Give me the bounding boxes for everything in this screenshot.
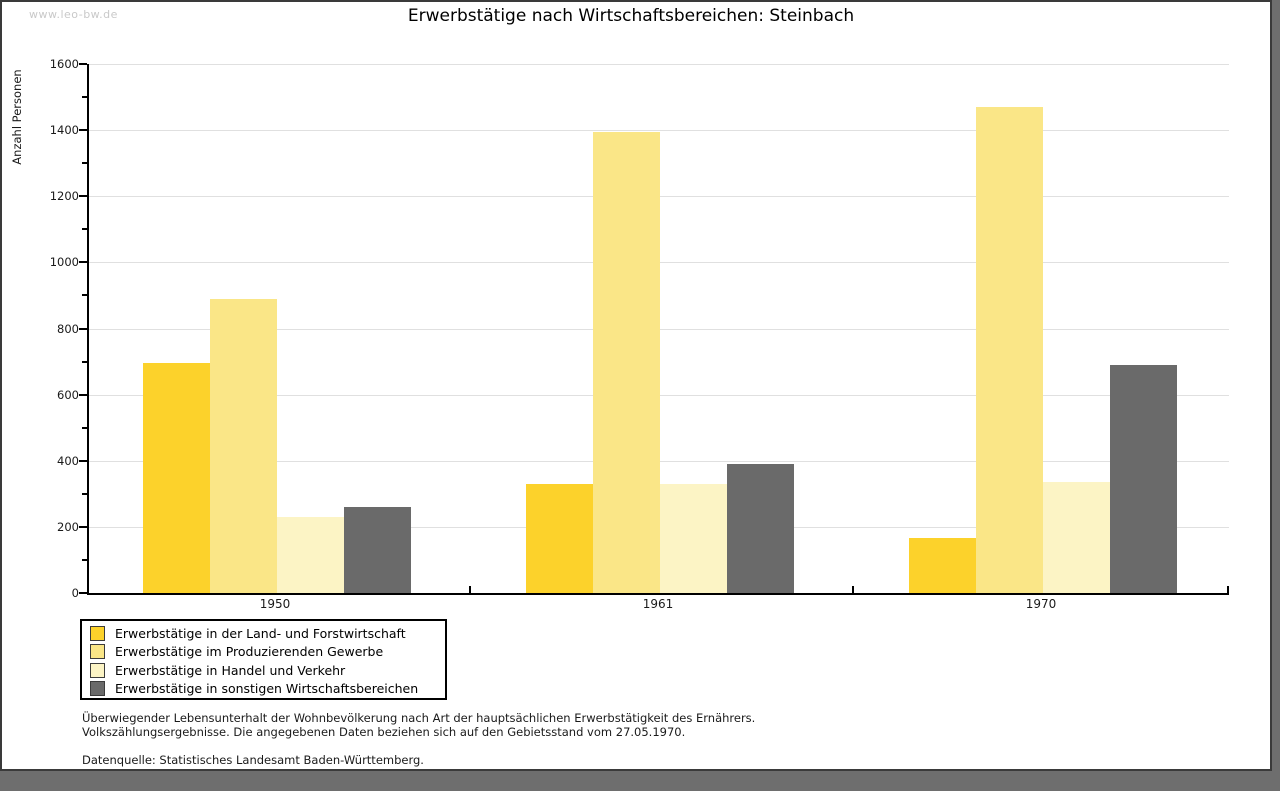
y-tick-label-200: 200 — [57, 519, 79, 534]
legend-row-1: Erwerbstätige in der Land- und Forstwirt… — [90, 624, 445, 643]
footnote-line1: Überwiegender Lebensunterhalt der Wohnbe… — [82, 711, 756, 725]
y-minor-tick-900 — [82, 294, 87, 297]
legend-label-3: Erwerbstätige in Handel und Verkehr — [115, 662, 346, 678]
y-minor-tick-500 — [82, 426, 87, 429]
y-major-tick-0 — [79, 592, 87, 594]
chart-page: www.leo-bw.de Erwerbstätige nach Wirtsch… — [0, 0, 1272, 771]
bar-1970-series-3 — [1043, 482, 1110, 593]
y-tick-label-1600: 1600 — [49, 57, 79, 71]
bar-1950-series-4 — [344, 507, 411, 593]
bar-1961-series-2 — [593, 131, 660, 593]
plot-area — [87, 64, 1229, 595]
legend-swatch-4 — [90, 681, 105, 697]
y-tick-label-1000: 1000 — [49, 255, 79, 270]
bar-1970-series-4 — [1110, 364, 1177, 593]
bar-1950-series-3 — [277, 516, 344, 593]
legend-label-2: Erwerbstätige im Produzierenden Gewerbe — [115, 644, 384, 660]
footnote-line2: Volkszählungsergebnisse. Die angegebenen… — [82, 724, 686, 739]
source-note: Datenquelle: Statistisches Landesamt Bad… — [82, 753, 424, 767]
y-minor-tick-1100 — [82, 228, 87, 231]
y-minor-tick-1300 — [82, 162, 87, 165]
legend-row-2: Erwerbstätige im Produzierenden Gewerbe — [90, 643, 445, 662]
y-major-tick-1400 — [79, 129, 87, 132]
watermark: www.leo-bw.de — [29, 8, 118, 21]
y-major-tick-800 — [79, 327, 87, 330]
y-major-tick-1000 — [79, 261, 87, 264]
y-tick-label-0: 0 — [71, 586, 79, 600]
bar-1950-series-2 — [210, 298, 277, 593]
bar-1970-series-1 — [909, 538, 976, 593]
gridline-y-1600 — [89, 64, 1229, 65]
bar-1950-series-1 — [143, 363, 210, 593]
x-boundary-tick-1 — [469, 586, 471, 593]
legend-label-1: Erwerbstätige in der Land- und Forstwirt… — [115, 625, 406, 641]
legend-row-4: Erwerbstätige in sonstigen Wirtschaftsbe… — [90, 680, 445, 699]
x-category-label-1950: 1950 — [259, 597, 291, 611]
legend-label-4: Erwerbstätige in sonstigen Wirtschaftsbe… — [115, 681, 419, 697]
y-major-tick-1200 — [79, 195, 87, 198]
chart-title: Erwerbstätige nach Wirtschaftsbereichen:… — [407, 6, 855, 26]
y-tick-label-1200: 1200 — [49, 189, 79, 204]
y-major-tick-1600 — [79, 63, 87, 65]
legend-swatch-1 — [90, 625, 105, 641]
x-boundary-tick-2 — [852, 586, 854, 593]
y-major-tick-400 — [79, 459, 87, 462]
y-minor-tick-1500 — [82, 96, 87, 99]
bar-1961-series-1 — [526, 483, 593, 593]
x-end-tick — [1227, 586, 1229, 593]
y-tick-label-800: 800 — [57, 321, 79, 336]
bar-1970-series-2 — [976, 106, 1043, 593]
y-axis-title-text: Anzahl Personen — [10, 69, 24, 165]
y-tick-label-400: 400 — [57, 453, 79, 468]
legend-swatch-2 — [90, 644, 105, 660]
legend-swatch-3 — [90, 662, 105, 678]
y-major-tick-200 — [79, 525, 87, 528]
legend: Erwerbstätige in der Land- und Forstwirt… — [80, 619, 447, 700]
gridline-y-1400 — [89, 130, 1229, 132]
x-category-label-1961: 1961 — [642, 597, 674, 611]
y-minor-tick-300 — [82, 492, 87, 495]
footnote: Überwiegender Lebensunterhalt der Wohnbe… — [82, 711, 756, 739]
y-minor-tick-700 — [82, 360, 87, 363]
legend-row-3: Erwerbstätige in Handel und Verkehr — [90, 661, 445, 680]
x-category-label-1970: 1970 — [1025, 597, 1057, 611]
y-minor-tick-100 — [82, 558, 87, 561]
y-major-tick-600 — [79, 393, 87, 396]
y-tick-label-1400: 1400 — [49, 123, 79, 138]
bar-1961-series-4 — [727, 464, 794, 593]
bar-1961-series-3 — [660, 483, 727, 593]
y-tick-label-600: 600 — [57, 387, 79, 402]
